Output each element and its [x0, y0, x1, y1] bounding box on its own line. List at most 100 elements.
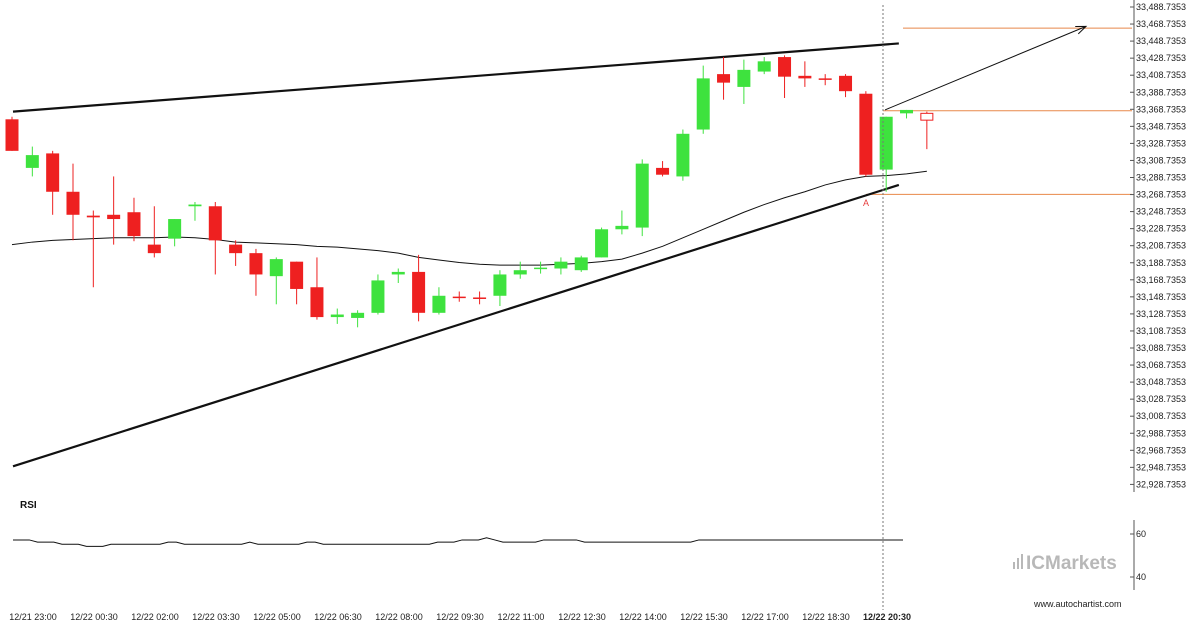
- candle: [696, 65, 710, 134]
- candle-body: [86, 215, 100, 218]
- time-tick-label: 12/22 05:00: [253, 612, 301, 622]
- price-tick-label: 33,308.7353: [1136, 155, 1186, 165]
- candle: [859, 91, 873, 177]
- price-tick-label: 33,388.7353: [1136, 87, 1186, 97]
- time-tick-label: 12/22 11:00: [498, 612, 545, 622]
- price-axis: 33,488.7353 33,468.7353 33,448.7353 33,428.…: [1130, 0, 1186, 492]
- price-tick-label: 33,008.7353: [1136, 411, 1186, 421]
- candle: [493, 270, 507, 307]
- price-tick-label: 33,028.7353: [1136, 394, 1186, 404]
- candle: [635, 159, 649, 237]
- candle-body: [25, 155, 39, 168]
- candle: [310, 257, 324, 320]
- time-tick-label: 12/22 02:00: [131, 612, 179, 622]
- candle-body: [107, 214, 121, 220]
- time-tick-label: 12/22 00:30: [70, 612, 118, 622]
- candle: [86, 210, 100, 288]
- wedge-upper-line: [12, 42, 899, 113]
- price-tick-label: 33,428.7353: [1136, 53, 1186, 63]
- price-tick-label: 33,128.7353: [1136, 309, 1186, 319]
- candle-body: [412, 271, 426, 313]
- price-tick-label: 33,248.7353: [1136, 207, 1186, 217]
- candle: [656, 161, 670, 177]
- candlesticks: A: [5, 55, 934, 328]
- time-tick-label: 12/21 23:00: [9, 612, 57, 622]
- candle: [574, 255, 588, 272]
- time-tick-label: 12/22 09:30: [436, 612, 484, 622]
- time-axis: 12/21 23:00 12/22 00:30 12/22 02:00 12/22 0…: [9, 5, 911, 622]
- candle-body: [920, 112, 934, 121]
- rsi-line: [13, 537, 903, 547]
- candle: [839, 74, 853, 98]
- candle-body: [676, 133, 690, 177]
- price-tick-label: 33,088.7353: [1136, 343, 1186, 353]
- candle: [371, 274, 385, 315]
- candle: [66, 163, 80, 241]
- price-tick-label: 33,148.7353: [1136, 292, 1186, 302]
- time-tick-label: 12/22 20:30: [863, 612, 911, 622]
- candle-body: [208, 206, 222, 241]
- candle: [147, 206, 161, 258]
- candle-body: [513, 270, 527, 275]
- candle: [900, 109, 914, 119]
- candle: [168, 219, 182, 247]
- candle: [229, 240, 243, 266]
- candle-body: [290, 261, 304, 289]
- price-tick-label: 33,048.7353: [1136, 377, 1186, 387]
- candle-body: [5, 119, 19, 151]
- candle-body: [635, 163, 649, 228]
- candle: [778, 55, 792, 98]
- candle-body: [188, 204, 202, 207]
- price-tick-label: 33,348.7353: [1136, 121, 1186, 131]
- candle: [249, 248, 263, 296]
- price-tick-label: 33,328.7353: [1136, 138, 1186, 148]
- rsi-tick-label: 60: [1136, 529, 1146, 539]
- candle-body: [900, 109, 914, 114]
- candle-body: [46, 153, 60, 192]
- candle-body: [595, 229, 609, 258]
- time-tick-label: 12/22 08:00: [375, 612, 423, 622]
- candle: [208, 201, 222, 275]
- candle-body: [168, 219, 182, 239]
- wedge-lines: [12, 42, 900, 468]
- price-tick-label: 33,168.7353: [1136, 275, 1186, 285]
- candle: [269, 257, 283, 305]
- candle-body: [656, 167, 670, 175]
- price-tick-label: 32,968.7353: [1136, 445, 1186, 455]
- candle-body: [798, 75, 812, 79]
- candle-body: [269, 259, 283, 277]
- time-tick-label: 12/22 12:30: [558, 612, 606, 622]
- candle-body: [778, 57, 792, 77]
- price-tick-label: 33,488.7353: [1136, 2, 1186, 12]
- rsi-panel: RSI 60 40: [13, 500, 1146, 590]
- time-tick-label: 12/22 15:30: [680, 612, 728, 622]
- price-tick-label: 32,948.7353: [1136, 462, 1186, 472]
- time-tick-label: 12/22 14:00: [619, 612, 667, 622]
- projection-line: [884, 25, 1087, 111]
- candle: [879, 116, 893, 192]
- candle: [127, 197, 141, 242]
- candle-body: [615, 225, 629, 230]
- brand-name: ICMarkets: [1026, 553, 1117, 574]
- candle: [473, 291, 487, 305]
- candle-body: [66, 191, 80, 215]
- candle: [737, 59, 751, 104]
- moving-average-line: [11, 170, 927, 266]
- time-tick-label: 12/22 03:30: [192, 612, 240, 622]
- candle: [534, 261, 548, 274]
- candle-body: [452, 296, 466, 299]
- time-tick-label: 12/22 18:30: [802, 612, 850, 622]
- price-tick-label: 33,108.7353: [1136, 326, 1186, 336]
- branding: ICMarkets www.autochartist.com: [1013, 553, 1122, 609]
- candle-body: [859, 93, 873, 175]
- candle: [920, 111, 934, 150]
- price-tick-label: 32,928.7353: [1136, 479, 1186, 489]
- candle-body: [371, 280, 385, 313]
- price-tick-label: 32,988.7353: [1136, 428, 1186, 438]
- candle-body: [574, 257, 588, 271]
- candle: [676, 129, 690, 181]
- price-tick-label: 33,188.7353: [1136, 258, 1186, 268]
- moving-average: [11, 170, 927, 266]
- price-tick-label: 33,268.7353: [1136, 190, 1186, 200]
- candle: [432, 287, 446, 315]
